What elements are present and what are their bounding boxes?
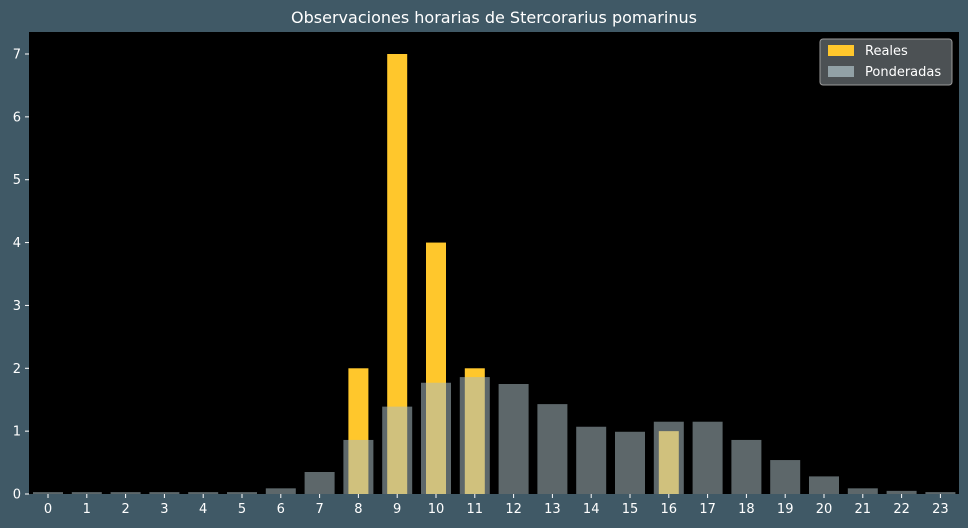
legend-label-reales: Reales <box>865 44 908 59</box>
chart-title: Observaciones horarias de Stercorarius p… <box>291 8 697 27</box>
legend-label-ponderadas: Ponderadas <box>865 65 941 80</box>
bar-ponderadas-1 <box>71 492 102 494</box>
bar-ponderadas-14 <box>576 426 607 494</box>
x-tick-label: 5 <box>238 502 246 517</box>
x-tick-label: 3 <box>160 502 168 517</box>
ponderadas-series <box>33 377 956 494</box>
x-tick-label: 4 <box>199 502 207 517</box>
x-tick-label: 13 <box>544 502 561 517</box>
plot-area <box>29 32 959 494</box>
x-tick-label: 9 <box>393 502 401 517</box>
bar-ponderadas-7 <box>304 472 335 494</box>
bar-ponderadas-13 <box>537 404 568 494</box>
legend-swatch-reales <box>828 45 854 56</box>
bar-ponderadas-10 <box>421 382 451 494</box>
bar-ponderadas-3 <box>149 492 180 494</box>
bar-ponderadas-20 <box>809 476 839 494</box>
bar-ponderadas-16 <box>653 421 684 494</box>
x-tick-label: 21 <box>855 502 872 517</box>
bar-ponderadas-12 <box>498 384 529 494</box>
x-tick-label: 17 <box>699 502 716 517</box>
bar-ponderadas-11 <box>459 377 490 494</box>
x-tick-label: 23 <box>932 502 949 517</box>
bar-ponderadas-6 <box>265 488 296 494</box>
y-tick-label: 7 <box>13 48 21 63</box>
legend-swatch-ponderadas <box>828 66 854 77</box>
x-tick-label: 12 <box>505 502 522 517</box>
bar-ponderadas-0 <box>33 492 63 494</box>
x-tick-label: 7 <box>315 502 323 517</box>
bar-ponderadas-19 <box>770 460 801 494</box>
bar-ponderadas-22 <box>886 490 917 494</box>
bar-reales-9 <box>387 54 408 494</box>
bar-ponderadas-4 <box>188 492 219 494</box>
bar-ponderadas-23 <box>925 492 956 494</box>
x-tick-label: 0 <box>44 502 52 517</box>
bar-ponderadas-18 <box>731 439 762 494</box>
bar-ponderadas-5 <box>227 492 257 494</box>
x-tick-label: 15 <box>622 502 639 517</box>
x-axis: 0 1 2 3 4 5 6 7 8 9 10 11 12 13 14 15 16 17 18 19 20 21 22 23 <box>44 494 949 517</box>
x-tick-label: 18 <box>738 502 755 517</box>
bar-ponderadas-2 <box>110 492 141 494</box>
x-tick-label: 11 <box>467 502 484 517</box>
y-tick-label: 6 <box>13 110 21 125</box>
x-tick-label: 8 <box>354 502 362 517</box>
y-tick-label: 2 <box>13 362 21 377</box>
y-tick-label: 3 <box>13 299 21 314</box>
x-tick-label: 20 <box>816 502 833 517</box>
x-tick-label: 19 <box>777 502 794 517</box>
x-tick-label: 22 <box>893 502 910 517</box>
x-tick-label: 14 <box>583 502 600 517</box>
x-tick-label: 16 <box>661 502 678 517</box>
y-tick-label: 4 <box>13 236 21 251</box>
x-tick-label: 10 <box>428 502 445 517</box>
legend: Reales Ponderadas <box>819 38 953 86</box>
bar-ponderadas-8 <box>343 439 374 494</box>
y-tick-label: 5 <box>13 173 21 188</box>
x-tick-label: 2 <box>121 502 129 517</box>
y-tick-label: 1 <box>13 425 21 440</box>
bar-ponderadas-9 <box>382 406 413 494</box>
bar-ponderadas-17 <box>692 421 723 494</box>
y-axis: 0 1 2 3 4 5 6 7 <box>13 48 29 503</box>
bar-ponderadas-21 <box>847 488 878 494</box>
x-tick-label: 1 <box>83 502 91 517</box>
bar-ponderadas-15 <box>615 431 645 494</box>
x-tick-label: 6 <box>277 502 285 517</box>
y-tick-label: 0 <box>13 488 21 503</box>
